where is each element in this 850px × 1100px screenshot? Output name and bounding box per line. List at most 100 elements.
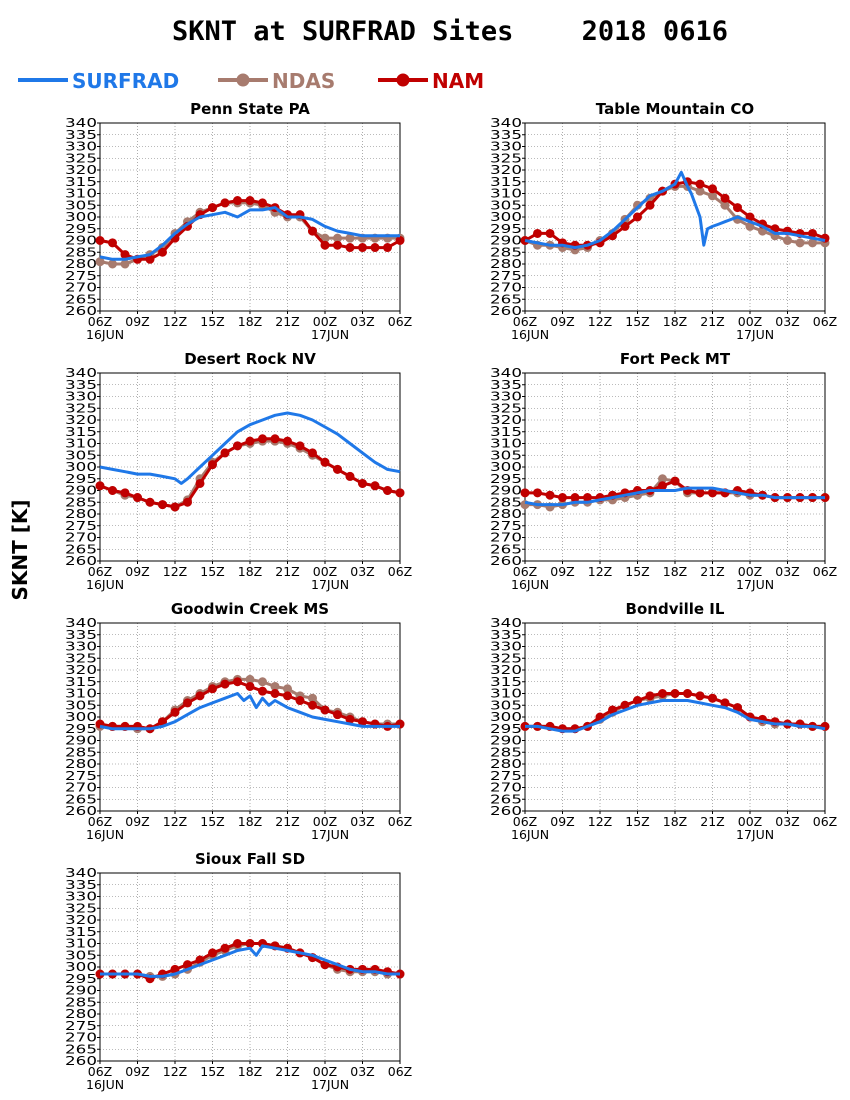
x-tick-label: 18Z [663,814,687,829]
y-tick-label: 300 [65,209,97,224]
legend-entry-surfrad: SURFRAD [18,69,179,93]
y-tick-label: 305 [65,197,97,212]
legend: SURFRAD NDAS NAM [18,69,484,93]
y-tick-label: 260 [65,1053,97,1068]
y-tick-label: 305 [65,697,97,712]
x-tick-label: 21Z [700,814,724,829]
y-tick-label: 325 [65,150,97,165]
date-label: 16JUN [86,827,124,842]
y-tick-label: 335 [65,377,97,392]
x-tick-label: 12Z [588,564,612,579]
data-point-nam [145,497,155,507]
y-tick-label: 310 [65,436,97,451]
y-tick-label: 265 [490,791,522,806]
data-point-nam [283,436,292,446]
y-tick-label: 340 [65,615,97,630]
y-tick-label: 320 [65,162,97,177]
data-point-nam [208,203,217,213]
data-point-nam [683,689,692,698]
data-point-nam [308,448,317,458]
y-tick-label: 320 [490,412,522,427]
y-tick-label: 340 [65,115,97,130]
y-tick-label: 265 [490,291,522,306]
y-tick-label: 335 [65,127,97,142]
y-tick-label: 280 [65,506,97,521]
y-tick-label: 300 [65,959,97,974]
data-point-nam [95,481,105,491]
data-point-nam [358,478,367,488]
data-point-nam [295,441,305,451]
y-tick-label: 300 [490,709,522,724]
y-tick-label: 275 [65,518,97,533]
y-tick-label: 260 [490,803,522,818]
data-point-nam [545,490,555,500]
panel-title: Bondville IL [626,600,725,618]
x-tick-label: 06Z [388,314,412,329]
x-tick-label: 15Z [625,564,649,579]
y-tick-label: 325 [65,400,97,415]
data-point-nam [395,236,405,245]
data-point-nam [308,700,317,710]
date-label: 17JUN [736,327,774,342]
data-point-ndas [258,677,267,687]
y-tick-label: 270 [65,780,97,795]
panel-7: Sioux Fall SD 260265270275280285290295300… [65,850,412,1092]
data-point-nam [220,679,230,689]
y-tick-label: 270 [490,780,522,795]
y-tick-label: 295 [490,721,522,736]
y-tick-label: 260 [65,553,97,568]
y-tick-label: 330 [490,139,522,154]
y-tick-label: 315 [65,674,97,689]
y-tick-label: 320 [65,412,97,427]
series-line-surfrad [99,692,400,731]
legend-label-ndas: NDAS [272,69,335,93]
y-tick-label: 285 [65,494,97,509]
y-tick-label: 315 [490,674,522,689]
y-tick-label: 315 [490,424,522,439]
x-tick-label: 09Z [125,314,149,329]
date-label: 16JUN [511,827,549,842]
data-point-nam [233,939,242,948]
y-tick-label: 260 [490,303,522,318]
y-tick-label: 290 [490,733,522,748]
y-tick-label: 265 [65,541,97,556]
x-tick-label: 03Z [775,564,799,579]
x-tick-label: 12Z [588,814,612,829]
data-point-nam [345,243,355,253]
y-tick-label: 330 [65,639,97,654]
x-tick-label: 09Z [125,564,149,579]
y-tick-label: 280 [490,506,522,521]
y-tick-label: 305 [490,197,522,212]
data-point-nam [708,184,717,194]
y-tick-label: 330 [490,389,522,404]
x-tick-label: 09Z [550,564,574,579]
data-point-nam [208,460,217,470]
y-tick-label: 305 [490,697,522,712]
data-point-nam [533,228,542,238]
y-tick-label: 275 [490,768,522,783]
y-tick-label: 325 [65,900,97,915]
data-point-nam [258,686,267,696]
y-tick-label: 320 [65,912,97,927]
x-tick-label: 18Z [663,564,687,579]
data-point-nam [245,681,255,691]
date-label: 17JUN [736,577,774,592]
data-point-nam [220,943,230,953]
data-point-nam [258,434,267,444]
y-tick-label: 330 [490,639,522,654]
y-tick-label: 315 [490,174,522,189]
y-tick-label: 290 [490,233,522,248]
data-point-nam [258,198,267,208]
y-tick-label: 295 [65,721,97,736]
x-tick-label: 06Z [513,314,537,329]
data-point-nam [283,691,292,701]
x-tick-label: 03Z [350,814,374,829]
data-point-ndas [120,259,130,269]
x-tick-label: 00Z [738,314,762,329]
data-point-nam [308,226,317,236]
data-point-nam [320,240,330,250]
data-point-nam [345,471,355,481]
y-tick-label: 310 [490,686,522,701]
date-label: 17JUN [311,1077,349,1092]
data-point-nam [570,493,580,503]
